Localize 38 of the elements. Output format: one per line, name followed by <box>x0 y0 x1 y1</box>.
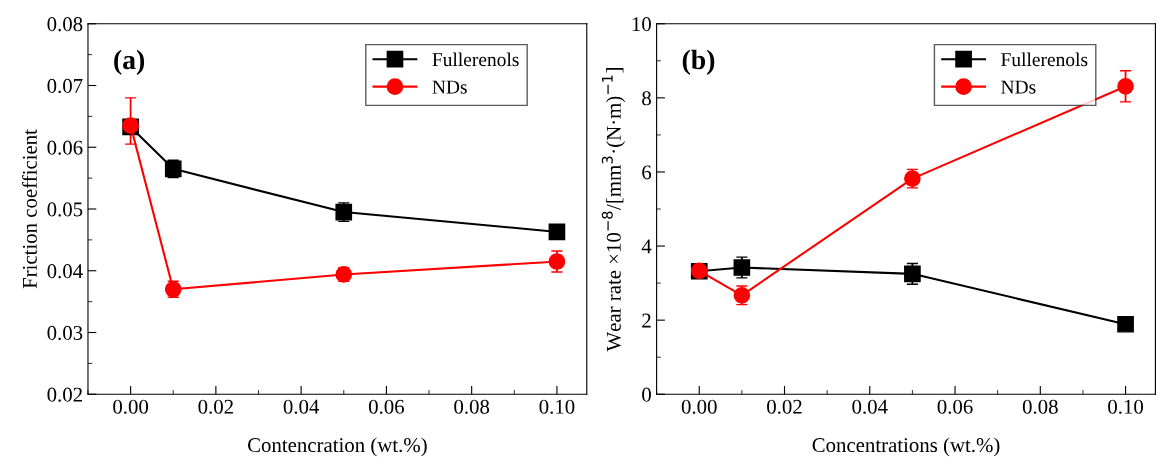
x-tick-label: 0.10 <box>1108 399 1143 414</box>
legend-label: Fullerenols <box>432 52 519 67</box>
x-tick-label: 0.06 <box>937 399 973 414</box>
y-axis-title: Friction coefficient <box>22 129 37 289</box>
x-tick-label: 0.02 <box>198 399 233 414</box>
x-tick-label: 0.04 <box>283 399 320 414</box>
annotation: (a) <box>114 49 145 75</box>
x-tick-label: 0.08 <box>1022 399 1058 414</box>
point <box>1117 315 1134 333</box>
y-tick-label: 0.05 <box>47 202 83 217</box>
y-tick-label: 8 <box>642 91 651 106</box>
y-tick-label: 0.06 <box>47 140 83 155</box>
legend-label: Fullerenols <box>1001 52 1088 67</box>
x-axis-title: Concentrations (wt.%) <box>812 437 1000 457</box>
legend-label: NDs <box>1001 80 1036 94</box>
y-tick-label: 0.07 <box>47 78 83 94</box>
y-axis-title: Wear rate ×10$^{−8}$/[mm$^{3}$·(N·m)$^{−1}$] <box>601 68 626 352</box>
y-tick-label: 0.08 <box>47 17 83 32</box>
x-tick-label: 0.00 <box>113 399 149 414</box>
legend-label: NDs <box>432 80 467 94</box>
point <box>548 223 566 241</box>
x-tick-label: 0.08 <box>454 399 490 414</box>
y-tick-label: 2 <box>642 313 651 328</box>
x-tick-label: 0.04 <box>852 399 888 414</box>
x-tick-label: 0.06 <box>368 399 405 414</box>
x-tick-label: 0.02 <box>767 399 802 414</box>
y-tick-label: 4 <box>641 239 652 254</box>
annotation: (b) <box>682 49 715 75</box>
x-tick-label: 0.10 <box>539 399 575 414</box>
y-tick-label: 0.03 <box>47 325 83 341</box>
y-tick-label: 0.04 <box>47 264 83 279</box>
y-tick-label: 0.02 <box>47 387 82 402</box>
y-tick-label: 6 <box>642 165 652 180</box>
point <box>1117 78 1134 95</box>
x-axis-title: Contencration (wt.%) <box>247 437 427 457</box>
y-tick-label: 10 <box>632 17 651 32</box>
y-tick-label: 0 <box>642 387 651 402</box>
x-tick-label: 0.00 <box>681 399 717 414</box>
